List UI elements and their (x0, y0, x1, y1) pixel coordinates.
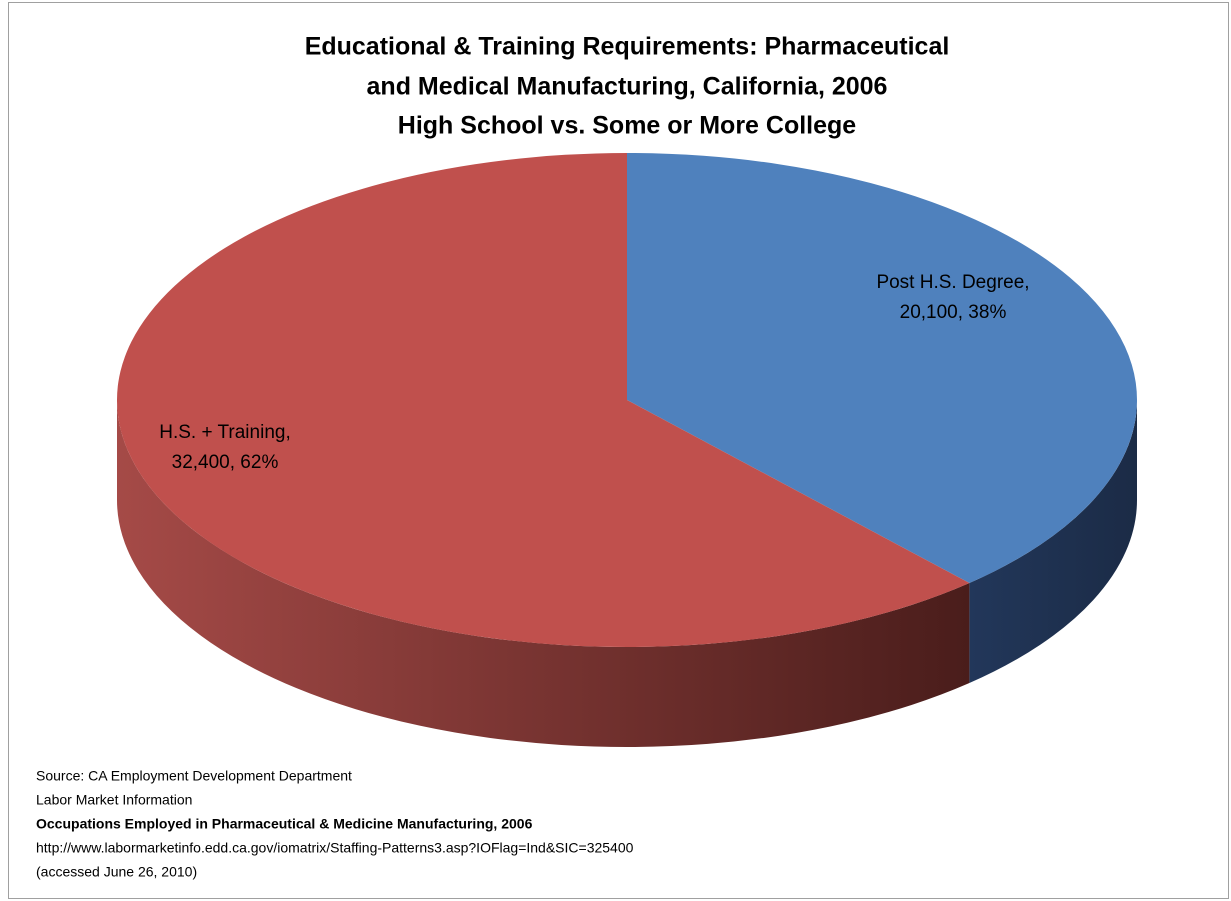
chart-title: Educational & Training Requirements: Pha… (305, 33, 950, 61)
data-label: 20,100, 38% (900, 302, 1007, 323)
data-label: 32,400, 62% (172, 452, 279, 473)
source-note: Occupations Employed in Pharmaceutical &… (36, 816, 533, 832)
source-note: Labor Market Information (36, 792, 192, 808)
pie-slice (627, 153, 1138, 584)
data-label: H.S. + Training, (159, 422, 290, 443)
source-note: http://www.labormarketinfo.edd.ca.gov/io… (36, 840, 634, 856)
data-label: Post H.S. Degree, (876, 272, 1029, 293)
pie-slice (117, 153, 970, 647)
chart-title: and Medical Manufacturing, California, 2… (367, 73, 888, 101)
pie-side (116, 400, 970, 748)
source-note: (accessed June 26, 2010) (36, 864, 197, 880)
source-note: Source: CA Employment Development Depart… (36, 768, 352, 784)
pie: Post H.S. Degree, 20,100, 38% H.S. + Train… (116, 153, 1138, 748)
chart-subtitle: High School vs. Some or More College (398, 112, 857, 140)
pie-side (969, 400, 1137, 684)
